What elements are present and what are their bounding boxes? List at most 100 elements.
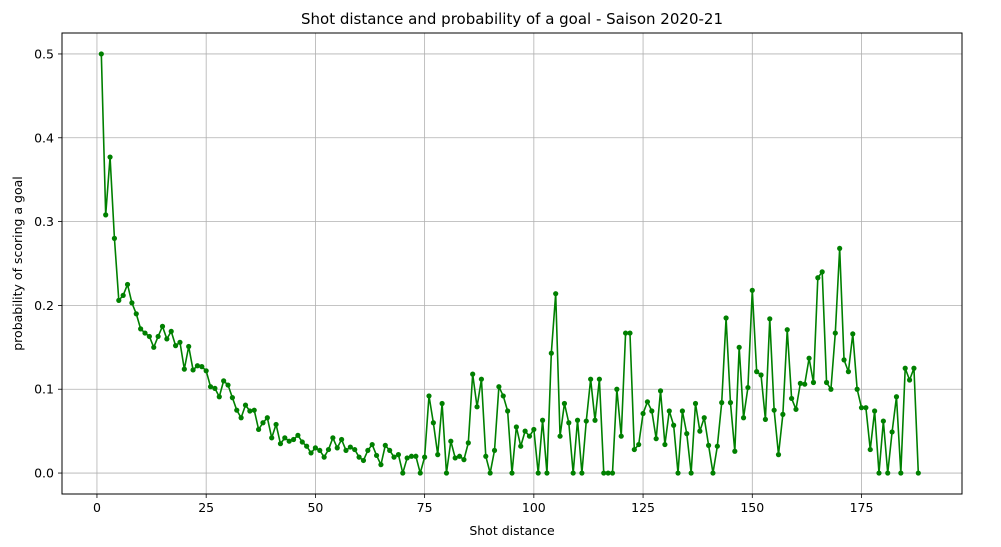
data-point	[706, 442, 712, 448]
data-point	[159, 323, 166, 329]
data-point	[666, 408, 672, 414]
data-point	[745, 384, 751, 391]
x-axis-label: Shot distance	[469, 523, 555, 538]
data-point	[286, 438, 292, 444]
data-point	[103, 212, 109, 218]
data-point	[727, 400, 734, 406]
data-point	[290, 436, 297, 443]
data-point	[356, 454, 362, 460]
data-point	[98, 51, 104, 57]
data-point	[373, 452, 380, 459]
data-point	[352, 446, 358, 453]
data-point	[347, 444, 353, 450]
data-point	[631, 446, 637, 453]
series-group	[98, 51, 921, 476]
y-axis-label: probability of scoring a goal	[10, 176, 25, 351]
data-point	[142, 330, 148, 336]
data-point	[133, 311, 139, 317]
y-axis-ticks: 0.0 0.1 0.2 0.3 0.4 0.5	[34, 46, 62, 481]
data-point	[732, 448, 738, 454]
data-point	[679, 408, 685, 414]
data-point	[671, 422, 677, 428]
data-point	[815, 275, 821, 281]
data-point	[609, 470, 616, 476]
data-point	[885, 470, 891, 476]
data-point	[339, 436, 345, 443]
x-tick-label: 125	[631, 500, 655, 515]
data-point	[845, 369, 852, 375]
data-point	[806, 355, 812, 361]
data-point	[893, 394, 900, 400]
data-point	[535, 470, 541, 476]
data-point	[120, 292, 126, 298]
data-point	[461, 457, 467, 463]
x-tick-label: 150	[740, 500, 764, 515]
data-point	[422, 454, 428, 460]
data-point	[509, 470, 515, 476]
data-point	[789, 395, 795, 402]
data-point	[662, 441, 668, 448]
x-tick-label: 175	[850, 500, 874, 515]
data-point	[452, 455, 458, 461]
data-point	[448, 438, 454, 444]
data-point	[675, 470, 681, 476]
data-point	[723, 315, 729, 321]
data-point	[644, 399, 651, 405]
data-point	[387, 447, 393, 454]
data-point	[221, 378, 227, 384]
plot-frame	[61, 32, 963, 495]
data-point	[583, 418, 589, 424]
data-point	[395, 452, 402, 458]
data-point	[557, 433, 563, 439]
data-point	[876, 470, 882, 476]
data-point	[365, 447, 371, 454]
x-tick-label: 100	[522, 500, 546, 515]
data-point	[146, 333, 152, 340]
data-point	[325, 446, 332, 453]
data-point	[622, 330, 629, 336]
data-point	[251, 407, 257, 413]
data-point	[710, 470, 716, 476]
data-point	[784, 327, 790, 333]
data-point	[614, 386, 620, 392]
data-point	[234, 407, 240, 413]
data-point	[526, 433, 533, 439]
data-point	[574, 417, 581, 423]
data-point	[212, 385, 218, 391]
data-point	[767, 316, 773, 322]
data-point	[439, 400, 445, 407]
data-point	[107, 154, 113, 160]
data-point	[360, 457, 367, 464]
data-point	[810, 379, 817, 386]
data-point	[902, 365, 908, 371]
data-point	[216, 394, 222, 400]
data-point	[701, 415, 707, 421]
data-point	[443, 470, 450, 476]
data-point	[500, 393, 506, 399]
data-point	[749, 287, 755, 293]
data-point	[880, 418, 886, 424]
data-point	[138, 326, 144, 332]
data-point	[640, 410, 646, 417]
data-point	[487, 470, 493, 476]
data-point	[413, 453, 419, 459]
data-point	[199, 364, 205, 370]
data-point	[177, 339, 183, 345]
data-point	[684, 431, 690, 437]
x-axis-ticks: 0 25 50 75 100 125 150 175	[93, 494, 873, 515]
chart-title: Shot distance and probability of a goal …	[301, 10, 723, 28]
data-point	[518, 443, 524, 449]
data-point	[203, 368, 209, 374]
data-point	[496, 384, 502, 390]
y-tick-label: 0.4	[34, 130, 54, 145]
y-tick-label: 0.0	[34, 466, 54, 481]
data-point	[771, 407, 777, 413]
data-point	[754, 369, 760, 375]
data-point	[308, 450, 314, 456]
data-point	[863, 405, 869, 411]
data-point	[474, 404, 480, 410]
data-point	[758, 372, 764, 378]
data-point	[531, 426, 537, 433]
data-point	[229, 395, 235, 401]
